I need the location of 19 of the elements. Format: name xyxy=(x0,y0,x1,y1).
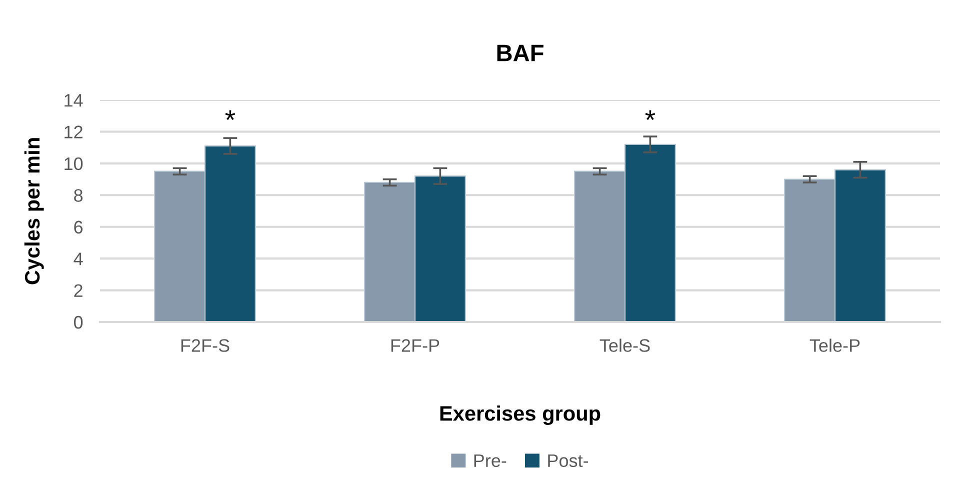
x-tick-label: F2F-S xyxy=(181,339,230,352)
annotation: * xyxy=(225,110,236,120)
annotation: * xyxy=(645,110,656,120)
y-tick-label: 0 xyxy=(74,316,83,329)
chart-title: BAF xyxy=(497,44,544,62)
y-axis-title: Cycles per min xyxy=(24,138,44,284)
y-tick-label: 8 xyxy=(74,189,83,202)
legend-label: Pre- xyxy=(474,454,506,468)
y-tick-label: 14 xyxy=(64,94,83,107)
x-tick-label: Tele-S xyxy=(600,338,650,352)
x-axis-title: Exercises group xyxy=(440,406,600,426)
y-tick-label: 12 xyxy=(64,126,82,138)
x-tick-label: F2F-P xyxy=(391,339,440,352)
y-tick-label: 2 xyxy=(74,284,82,297)
y-tick-label: 10 xyxy=(64,157,83,170)
legend-label: Post- xyxy=(548,454,588,468)
y-tick-label: 6 xyxy=(74,220,83,234)
y-tick-label: 4 xyxy=(74,252,83,266)
x-tick-label: Tele-P xyxy=(810,338,860,352)
